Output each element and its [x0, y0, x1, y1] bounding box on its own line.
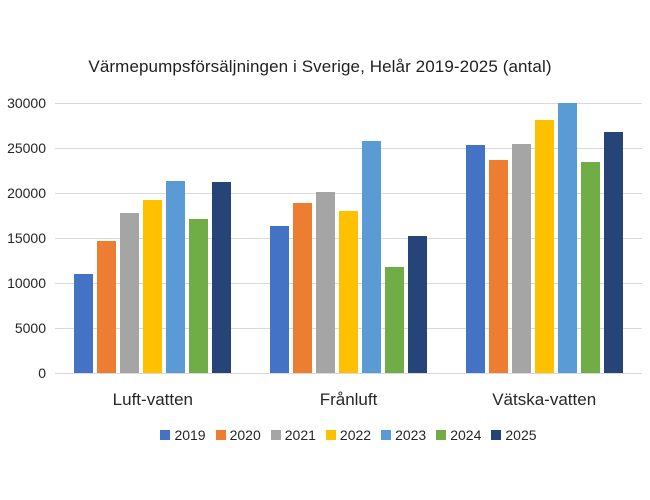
legend-item-2024: 2024 [436, 428, 481, 442]
legend-item-2023: 2023 [381, 428, 426, 442]
gridline-20000 [55, 193, 642, 194]
bar-2021-fr-nluft [315, 192, 335, 373]
legend-label-2023: 2023 [395, 427, 427, 443]
legend-swatch-2020 [215, 430, 226, 440]
bar-2024-fr-nluft [384, 266, 404, 373]
category-label-fr-nluft: Frånluft [319, 390, 378, 409]
category-label-luft-vatten: Luft-vatten [112, 390, 193, 409]
plot-area [55, 103, 642, 374]
y-tick-label-15000: 15000 [7, 230, 46, 246]
bar-2025-v-tska-vatten [603, 131, 623, 373]
legend-item-2022: 2022 [325, 427, 372, 443]
gridline-0 [55, 373, 642, 374]
bar-2022-luft-vatten [143, 200, 163, 373]
legend-label-2019: 2019 [174, 427, 206, 443]
legend-swatch-2025 [491, 430, 502, 440]
legend-label-2021: 2021 [284, 427, 316, 443]
bar-2019-fr-nluft [269, 226, 289, 373]
bar-2024-luft-vatten [189, 219, 209, 373]
legend-label-2022: 2022 [339, 427, 372, 443]
legend-swatch-2022 [325, 430, 336, 440]
bar-2021-v-tska-vatten [511, 143, 531, 373]
y-tick-label-20000: 20000 [7, 185, 46, 201]
bar-2025-fr-nluft [407, 236, 427, 373]
bar-2020-fr-nluft [292, 202, 312, 373]
gridline-25000 [55, 148, 642, 149]
legend-swatch-2024 [436, 430, 447, 440]
legend-label-2025: 2025 [505, 427, 537, 443]
bar-group-luft-vatten [55, 103, 251, 373]
legend-item-2025: 2025 [491, 427, 537, 443]
y-tick-label-10000: 10000 [7, 275, 46, 291]
legend-swatch-2019 [160, 430, 171, 440]
bar-2023-luft-vatten [166, 181, 186, 373]
category-label-v-tska-vatten: Vätska-vatten [492, 390, 597, 409]
bar-2022-fr-nluft [338, 211, 358, 373]
bar-group-fr-nluft [251, 103, 447, 373]
x-axis-category-labels: Luft-vatten Frånluft Vätska-vatten [55, 390, 642, 410]
bar-2020-v-tska-vatten [488, 159, 508, 373]
y-tick-label-5000: 5000 [14, 320, 46, 336]
bar-group-v-tska-vatten [446, 103, 642, 373]
y-tick-label-30000: 30000 [7, 95, 46, 111]
legend-swatch-2021 [270, 430, 281, 440]
bar-series-groups [55, 103, 642, 373]
y-axis-tick-labels: 0 5000 10000 15000 20000 25000 30000 [0, 95, 46, 381]
chart-title: Värmepumpsförsäljningen i Sverige, Helår… [88, 57, 552, 76]
legend-label-2024: 2024 [450, 427, 482, 443]
legend-swatch-2023 [381, 430, 392, 440]
y-tick-label-25000: 25000 [7, 140, 46, 156]
bar-2021-luft-vatten [120, 212, 140, 373]
legend-label-2020: 2020 [229, 427, 261, 443]
bar-2022-v-tska-vatten [534, 120, 554, 373]
legend-item-2020: 2020 [215, 427, 261, 443]
legend-item-2019: 2019 [160, 427, 206, 443]
y-tick-label-0: 0 [38, 365, 46, 381]
bar-2020-luft-vatten [97, 240, 117, 373]
bar-2023-fr-nluft [361, 140, 381, 373]
legend-item-2021: 2021 [270, 427, 316, 443]
bar-2019-v-tska-vatten [465, 145, 485, 373]
bar-2023-v-tska-vatten [557, 103, 577, 373]
legend: 2019 2020 2021 2022 2023 2024 2025 [55, 428, 642, 442]
bar-2019-luft-vatten [74, 274, 94, 373]
bar-2025-luft-vatten [212, 182, 232, 373]
bar-2024-v-tska-vatten [580, 161, 600, 373]
gridline-30000 [55, 103, 642, 104]
